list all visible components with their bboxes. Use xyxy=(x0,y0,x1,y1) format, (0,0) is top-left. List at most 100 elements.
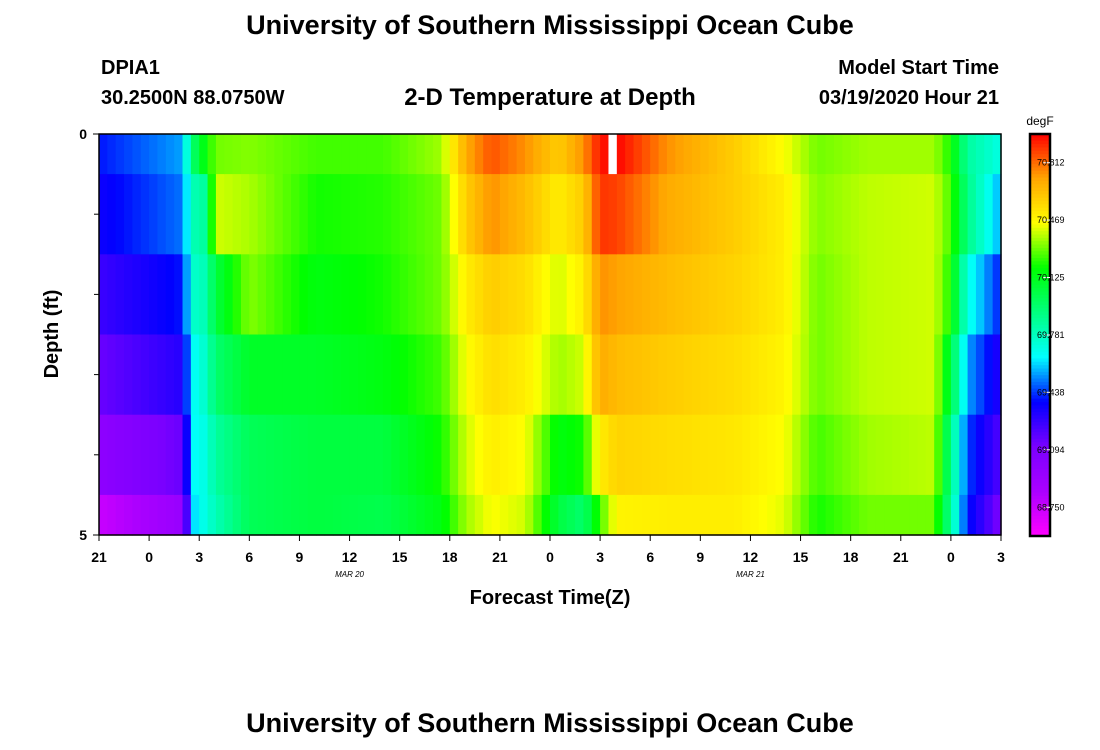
heatmap-cell xyxy=(850,134,860,175)
heatmap-cell xyxy=(190,254,200,336)
heatmap-cell xyxy=(700,334,710,416)
heatmap-cell xyxy=(808,494,818,536)
heatmap-cell xyxy=(825,334,835,416)
heatmap-cell xyxy=(792,254,802,336)
heatmap-cell xyxy=(850,334,860,416)
heatmap-cell xyxy=(124,174,134,255)
heatmap-cell xyxy=(533,334,543,416)
heatmap-cell xyxy=(291,334,301,416)
heatmap-cell xyxy=(157,134,167,175)
heatmap-cell xyxy=(424,334,434,416)
colorbar-segment xyxy=(1030,321,1050,326)
heatmap-cell xyxy=(215,414,225,496)
heatmap-cell xyxy=(257,254,267,336)
colorbar-segment xyxy=(1030,318,1050,323)
heatmap-cell xyxy=(742,254,752,336)
colorbar-segment xyxy=(1030,522,1050,527)
heatmap-cell xyxy=(115,174,125,255)
heatmap-cell xyxy=(240,254,250,336)
heatmap-cell xyxy=(416,414,426,496)
x-tick-label: 15 xyxy=(392,549,408,565)
heatmap-cell xyxy=(817,414,827,496)
heatmap-cell xyxy=(215,174,225,255)
heatmap-cell xyxy=(257,174,267,255)
heatmap-cell xyxy=(341,334,351,416)
heatmap-cell xyxy=(708,334,718,416)
heatmap-cell xyxy=(900,174,910,255)
colorbar-segment xyxy=(1030,445,1050,450)
heatmap-cell xyxy=(583,254,593,336)
heatmap-cell xyxy=(458,334,468,416)
heatmap-cell xyxy=(975,134,985,175)
colorbar-segment xyxy=(1030,271,1050,276)
heatmap-cell xyxy=(992,174,1002,255)
heatmap-cell xyxy=(633,254,643,336)
heatmap-cell xyxy=(199,134,209,175)
colorbar-segment xyxy=(1030,254,1050,259)
heatmap-cell xyxy=(149,134,159,175)
heatmap-cell xyxy=(483,134,493,175)
heatmap-cell xyxy=(499,414,509,496)
heatmap-cell xyxy=(483,254,493,336)
colorbar-segment xyxy=(1030,214,1050,219)
heatmap-cell xyxy=(474,134,484,175)
heatmap-cell xyxy=(124,134,134,175)
heatmap-cell xyxy=(524,174,534,255)
colorbar-unit: degF xyxy=(1026,114,1053,128)
colorbar-segment xyxy=(1030,509,1050,514)
heatmap-cell xyxy=(165,134,175,175)
heatmap-cell xyxy=(558,134,568,175)
heatmap-cell xyxy=(366,334,376,416)
heatmap-cell xyxy=(282,254,292,336)
heatmap-cell xyxy=(767,414,777,496)
heatmap-cell xyxy=(917,494,927,536)
heatmap-cell xyxy=(967,494,977,536)
heatmap-cell xyxy=(541,334,551,416)
heatmap-cell xyxy=(291,134,301,175)
heatmap-cell xyxy=(725,134,735,175)
heatmap-cell xyxy=(382,134,392,175)
heatmap-cell xyxy=(925,134,935,175)
heatmap-cell xyxy=(357,414,367,496)
heatmap-cell xyxy=(207,134,217,175)
heatmap-cell xyxy=(124,414,134,496)
heatmap-cell xyxy=(466,414,476,496)
x-tick-label: 3 xyxy=(195,549,203,565)
colorbar-segment xyxy=(1030,304,1050,309)
heatmap-cell xyxy=(675,174,685,255)
heatmap-cell xyxy=(149,174,159,255)
heatmap-cell xyxy=(892,494,902,536)
colorbar-segment xyxy=(1030,462,1050,467)
heatmap-cell xyxy=(683,414,693,496)
x-tick-label: 12 xyxy=(342,549,358,565)
heatmap-cell xyxy=(408,414,417,496)
heatmap-cell xyxy=(533,414,543,496)
heatmap-cell xyxy=(466,494,476,536)
heatmap-cell xyxy=(717,174,726,255)
colorbar-segment xyxy=(1030,385,1050,390)
heatmap-cell xyxy=(650,494,660,536)
heatmap-cell xyxy=(149,494,159,536)
heatmap-cell xyxy=(750,414,760,496)
y-axis: 05 xyxy=(79,126,99,543)
heatmap-cell xyxy=(975,174,985,255)
heatmap-cell xyxy=(725,414,735,496)
heatmap-cell xyxy=(783,174,793,255)
colorbar-segment xyxy=(1030,190,1050,195)
missing-data-cell xyxy=(608,134,617,175)
heatmap-cell xyxy=(115,134,125,175)
heatmap-cell xyxy=(132,414,142,496)
heatmap-cell xyxy=(408,334,417,416)
heatmap-cell xyxy=(733,494,743,536)
colorbar-segment xyxy=(1030,375,1050,380)
heatmap-cell xyxy=(274,494,284,536)
heatmap-cell xyxy=(859,494,868,536)
heatmap-cell xyxy=(691,414,701,496)
heatmap-cell xyxy=(967,254,977,336)
colorbar-segment xyxy=(1030,341,1050,346)
heatmap-cell xyxy=(524,414,534,496)
colorbar-segment xyxy=(1030,224,1050,229)
heatmap-cell xyxy=(399,494,409,536)
heatmap-cell xyxy=(291,414,301,496)
heatmap-cell xyxy=(349,254,359,336)
